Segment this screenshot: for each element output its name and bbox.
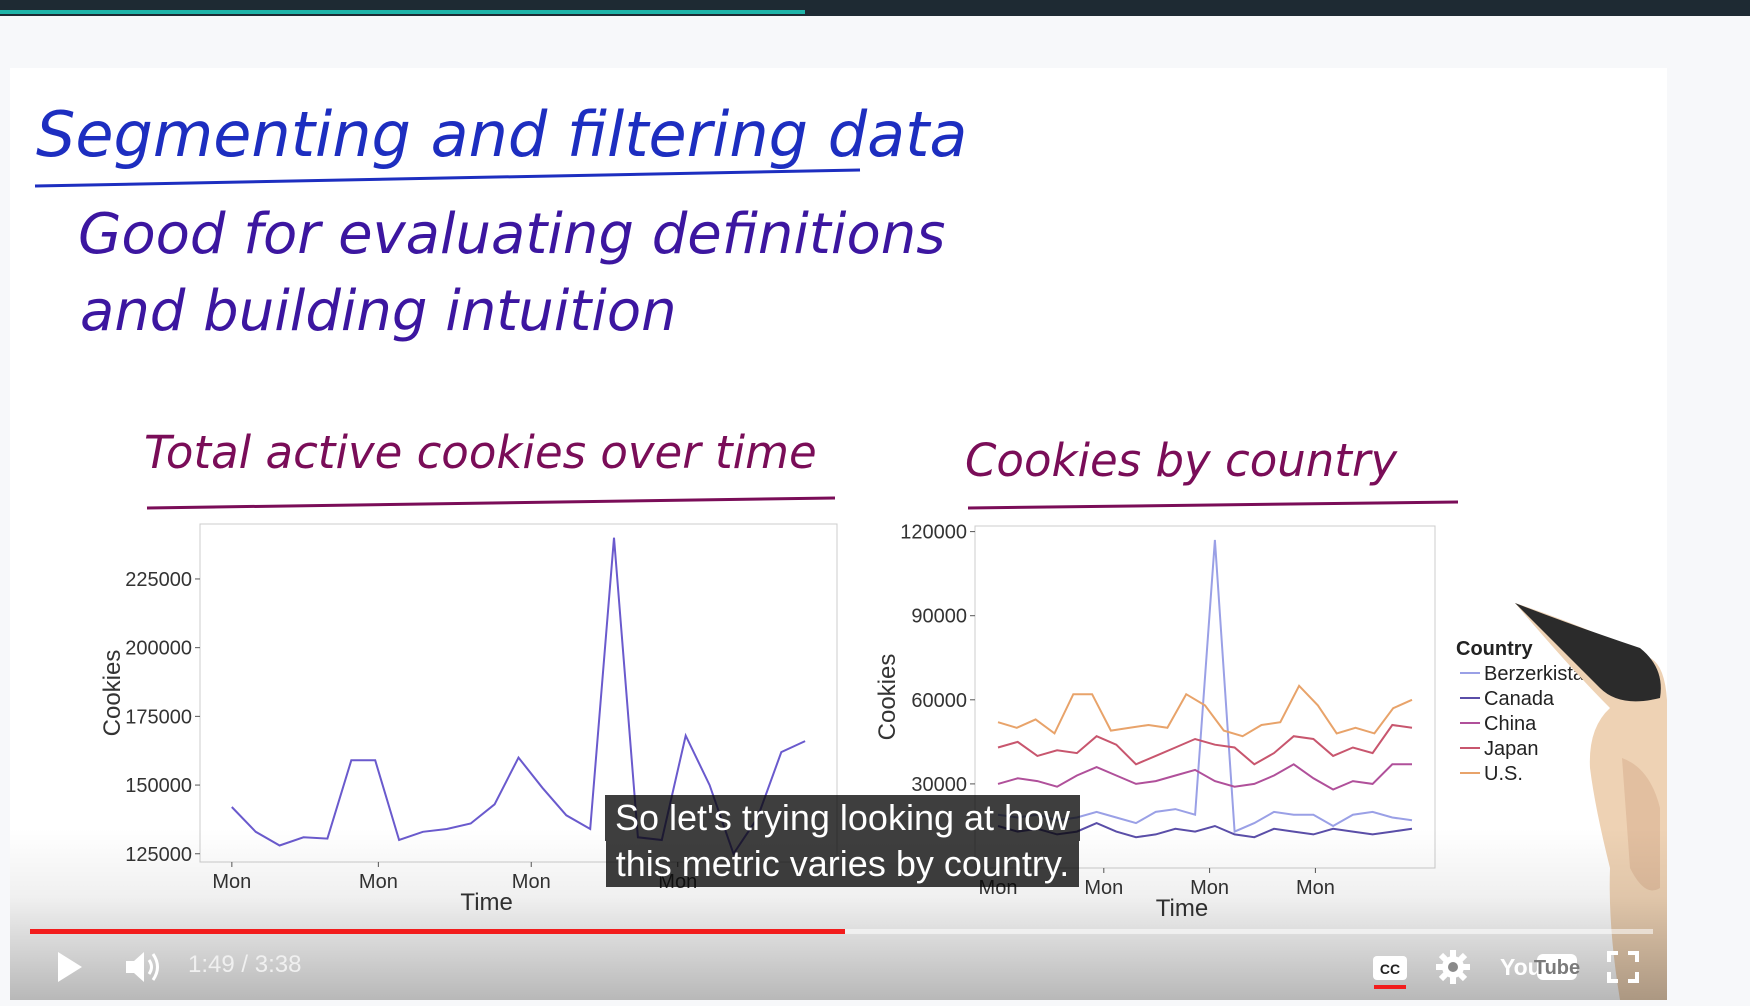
slide-subtitle-line2: and building intuition: [80, 279, 677, 344]
y-tick-label: 30000: [911, 774, 967, 796]
presenter-hand-illustration: [1515, 603, 1667, 1000]
x-tick-label: Mon: [512, 871, 551, 893]
y-tick-label: 60000: [911, 690, 967, 712]
youtube-logo: You Tube: [1500, 954, 1580, 980]
settings-button[interactable]: [1434, 948, 1472, 986]
youtube-logo-button[interactable]: You Tube: [1500, 950, 1580, 984]
y-tick-label: 175000: [125, 706, 192, 728]
y-axis-label: Cookies: [99, 650, 126, 737]
series-line-us: [997, 684, 1413, 738]
right-chart-heading: Cookies by country: [965, 434, 1398, 487]
fullscreen-icon: [1607, 951, 1639, 983]
y-tick-label: 225000: [125, 569, 192, 591]
course-progress-bar: [0, 10, 805, 14]
y-tick-label: 200000: [125, 638, 192, 660]
left-chart-heading: Total active cookies over time: [144, 426, 817, 479]
y-tick-label: 90000: [911, 606, 967, 628]
seek-bar[interactable]: [30, 929, 1653, 934]
right-chart-heading-underline: [967, 500, 1459, 510]
legend-title: Country: [1456, 638, 1534, 660]
x-axis-label: Time: [1156, 895, 1208, 922]
slide-title-underline: [34, 168, 861, 188]
gear-icon: [1436, 950, 1470, 984]
series-line-china: [997, 763, 1412, 791]
x-axis-label: Time: [460, 889, 512, 916]
x-tick-label: Mon: [1296, 877, 1335, 899]
y-axis-label: Cookies: [874, 654, 901, 741]
caption-box: So let's trying looking at how this metr…: [565, 795, 1120, 887]
slide-title: Segmenting and filtering data: [36, 98, 967, 171]
y-tick-label: 150000: [125, 775, 192, 797]
y-tick-label: 120000: [900, 522, 967, 544]
youtube-logo-you: You: [1500, 954, 1542, 980]
x-tick-label: Mon: [212, 871, 251, 893]
captions-button[interactable]: CC: [1372, 952, 1408, 992]
series-line-0: [231, 537, 806, 857]
legend-entry: Canada: [1484, 688, 1555, 710]
legend-entry: China: [1484, 713, 1537, 735]
cc-icon: CC: [1373, 956, 1407, 989]
series-line-japan: [997, 723, 1413, 766]
mute-button[interactable]: [122, 947, 166, 987]
time-display: 1:49 / 3:38: [188, 951, 302, 978]
x-tick-label: Mon: [1084, 877, 1123, 899]
y-tick-label: 125000: [125, 844, 192, 866]
lecture-slide: Segmenting and filtering data Good for e…: [34, 98, 1667, 1000]
course-header-bar: [0, 0, 1750, 16]
caption-line-2: this metric varies by country.: [605, 841, 1080, 887]
play-button[interactable]: [48, 946, 90, 988]
legend-entry: Japan: [1484, 738, 1539, 760]
slide-subtitle-line1: Good for evaluating definitions: [78, 202, 945, 267]
play-icon: [58, 952, 82, 982]
seek-bar-played: [30, 929, 845, 934]
x-tick-label: Mon: [359, 871, 398, 893]
video-player[interactable]: Segmenting and filtering data Good for e…: [10, 68, 1667, 1000]
legend-entry: U.S.: [1484, 763, 1523, 785]
volume-icon: [126, 952, 159, 982]
fullscreen-button[interactable]: [1606, 950, 1640, 984]
left-chart-heading-underline: [146, 496, 836, 510]
caption-line-1: So let's trying looking at how: [604, 795, 1081, 841]
youtube-logo-tube: Tube: [1534, 957, 1580, 979]
cc-icon-label: CC: [1380, 961, 1400, 977]
x-tick-label: Mon: [1190, 877, 1229, 899]
legend-entry: Berzerkistan: [1484, 663, 1595, 685]
